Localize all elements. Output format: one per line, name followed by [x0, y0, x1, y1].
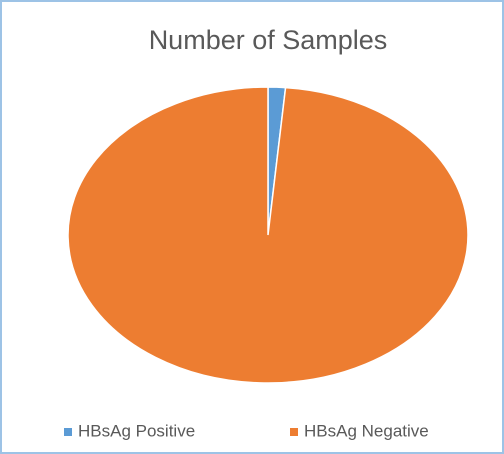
legend-label: HBsAg Negative [304, 421, 429, 440]
chart-title: Number of Samples [149, 25, 388, 55]
legend-swatch [64, 428, 72, 436]
pie-slice [67, 86, 469, 384]
legend-swatch [290, 428, 298, 436]
legend-label: HBsAg Positive [78, 421, 195, 440]
